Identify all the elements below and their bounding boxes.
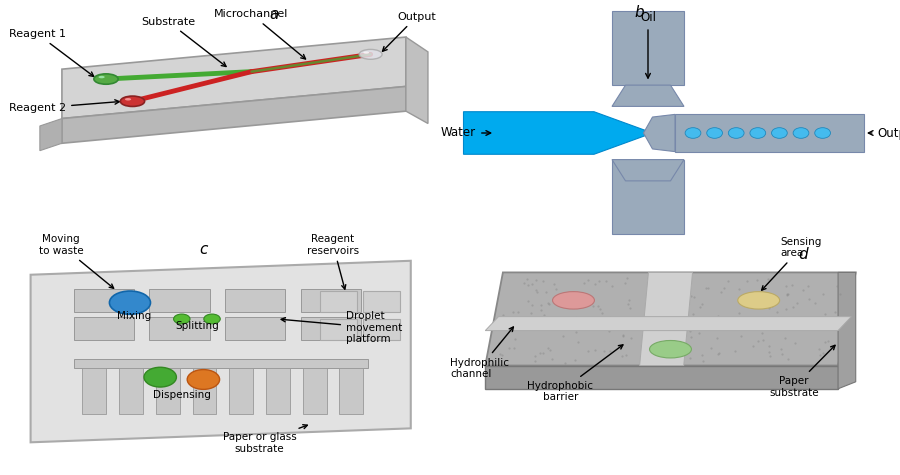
Polygon shape xyxy=(838,273,856,389)
FancyBboxPatch shape xyxy=(119,368,143,414)
FancyBboxPatch shape xyxy=(320,291,356,312)
Ellipse shape xyxy=(187,370,220,390)
Ellipse shape xyxy=(359,49,382,59)
Ellipse shape xyxy=(174,314,190,324)
FancyBboxPatch shape xyxy=(266,368,290,414)
Ellipse shape xyxy=(685,128,701,138)
Text: Sensing
area: Sensing area xyxy=(761,237,822,290)
Ellipse shape xyxy=(771,128,788,138)
Ellipse shape xyxy=(98,76,104,78)
Text: Reagent 2: Reagent 2 xyxy=(9,100,120,113)
Polygon shape xyxy=(644,114,675,152)
FancyBboxPatch shape xyxy=(83,368,106,414)
Text: b: b xyxy=(634,5,644,20)
Text: Reagent 1: Reagent 1 xyxy=(9,29,94,76)
Polygon shape xyxy=(406,37,428,124)
FancyBboxPatch shape xyxy=(230,368,253,414)
Polygon shape xyxy=(640,273,693,366)
Text: Microchannel: Microchannel xyxy=(214,10,305,59)
Text: Splitting: Splitting xyxy=(175,322,219,332)
Ellipse shape xyxy=(121,96,145,106)
Text: c: c xyxy=(199,242,208,257)
Polygon shape xyxy=(485,273,856,366)
Ellipse shape xyxy=(364,51,369,54)
Text: Water: Water xyxy=(441,126,491,140)
Ellipse shape xyxy=(793,128,809,138)
Polygon shape xyxy=(62,37,406,119)
Text: Dispensing: Dispensing xyxy=(153,390,211,400)
Ellipse shape xyxy=(125,98,131,101)
Polygon shape xyxy=(485,317,851,331)
FancyBboxPatch shape xyxy=(74,317,134,340)
FancyBboxPatch shape xyxy=(301,289,361,312)
Ellipse shape xyxy=(94,74,118,84)
Ellipse shape xyxy=(650,341,691,358)
FancyBboxPatch shape xyxy=(612,10,684,85)
Polygon shape xyxy=(612,85,684,106)
FancyBboxPatch shape xyxy=(149,317,210,340)
FancyBboxPatch shape xyxy=(320,319,356,340)
FancyBboxPatch shape xyxy=(302,368,327,414)
Text: Output: Output xyxy=(868,126,900,140)
Text: Moving
to waste: Moving to waste xyxy=(39,234,113,288)
Ellipse shape xyxy=(110,291,150,314)
Ellipse shape xyxy=(814,128,831,138)
FancyBboxPatch shape xyxy=(225,289,285,312)
Text: Reagent
reservoirs: Reagent reservoirs xyxy=(307,234,359,289)
FancyBboxPatch shape xyxy=(74,289,134,312)
FancyBboxPatch shape xyxy=(364,319,400,340)
Ellipse shape xyxy=(144,367,176,387)
FancyBboxPatch shape xyxy=(74,359,367,368)
Polygon shape xyxy=(485,366,838,389)
Text: Hydrophobic
barrier: Hydrophobic barrier xyxy=(527,345,623,402)
Ellipse shape xyxy=(728,128,744,138)
FancyBboxPatch shape xyxy=(149,289,210,312)
FancyBboxPatch shape xyxy=(193,368,216,414)
FancyBboxPatch shape xyxy=(156,368,180,414)
Text: Paper
substrate: Paper substrate xyxy=(770,345,835,398)
Ellipse shape xyxy=(203,314,220,324)
Polygon shape xyxy=(31,261,410,442)
Ellipse shape xyxy=(553,292,594,309)
Text: Output: Output xyxy=(382,12,436,51)
FancyBboxPatch shape xyxy=(675,114,864,152)
Text: Oil: Oil xyxy=(640,11,656,78)
Text: Mixing: Mixing xyxy=(117,311,151,321)
FancyBboxPatch shape xyxy=(301,317,361,340)
Text: Paper or glass
substrate: Paper or glass substrate xyxy=(222,425,307,454)
Polygon shape xyxy=(40,119,62,151)
Ellipse shape xyxy=(750,128,766,138)
Text: d: d xyxy=(798,247,807,262)
FancyBboxPatch shape xyxy=(364,291,400,312)
Polygon shape xyxy=(612,160,684,181)
Text: Hydrophilic
channel: Hydrophilic channel xyxy=(450,327,513,379)
Polygon shape xyxy=(464,112,652,154)
FancyBboxPatch shape xyxy=(225,317,285,340)
Text: a: a xyxy=(269,8,278,22)
Polygon shape xyxy=(62,86,406,143)
Text: Droplet
movement
platform: Droplet movement platform xyxy=(281,311,402,344)
FancyBboxPatch shape xyxy=(339,368,364,414)
FancyBboxPatch shape xyxy=(612,160,684,234)
Text: Substrate: Substrate xyxy=(141,17,226,66)
Ellipse shape xyxy=(738,292,779,309)
Ellipse shape xyxy=(706,128,723,138)
